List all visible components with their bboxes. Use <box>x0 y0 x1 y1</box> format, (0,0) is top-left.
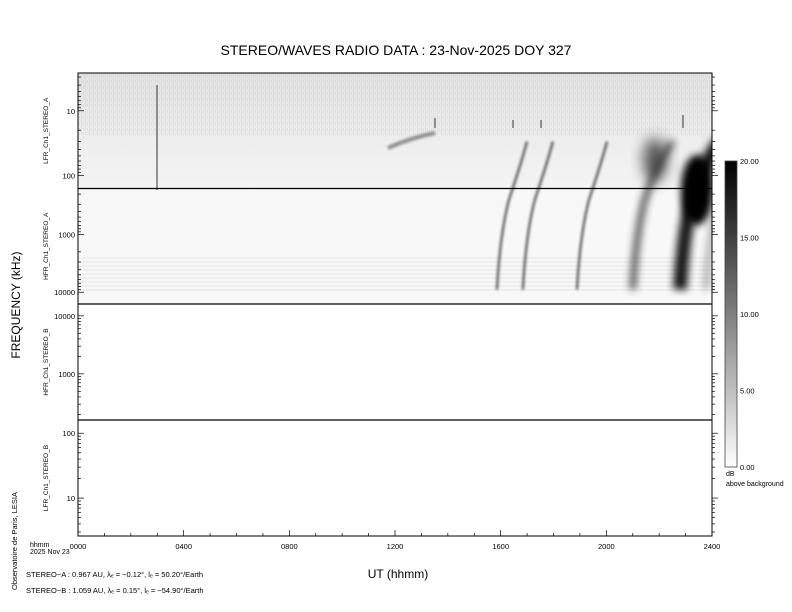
panel-label: LFR_Ch1_STEREO_A <box>43 97 50 164</box>
radio-burst <box>387 131 436 150</box>
spectrogram-panels: 10 100 LFR_Ch1_STEREO_A 1000 10000 HFR_Ch1_ST… <box>43 72 721 551</box>
y-tick-label: 100 <box>62 429 75 438</box>
radio-burst-core <box>681 155 712 225</box>
panel-lfr-a-noise <box>78 73 712 135</box>
colorbar-caption: above background <box>726 481 784 488</box>
colorbar-tick-label: 20.00 <box>740 157 759 166</box>
chart-title: STEREO/WAVES RADIO DATA : 23-Nov-2025 DO… <box>221 42 572 58</box>
colorbar-tick-label: 15.00 <box>740 234 759 243</box>
colorbar-gradient <box>724 160 738 468</box>
radio-bursts <box>156 85 712 290</box>
radio-burst <box>521 141 555 290</box>
stereo-b-position: STEREO−B : 1.059 AU, λₑ = 0.15°, lₑ = −5… <box>26 586 204 595</box>
panel-hfr-a-background <box>78 188 712 304</box>
colorbar-tick-label: 5.00 <box>740 387 755 396</box>
x-tick-label: 2400 <box>704 542 721 551</box>
x-axis-label: UT (hhmm) <box>368 567 428 581</box>
y-tick-label: 1000 <box>58 230 75 239</box>
x-unit-label: hhmm <box>30 542 50 549</box>
y-tick-label: 1000 <box>58 370 75 379</box>
colorbar-tick-label: 0.00 <box>740 463 755 472</box>
radio-burst <box>495 141 529 290</box>
stereo-a-position: STEREO−A : 0.967 AU, λₑ = −0.12°, lₑ = 5… <box>26 570 203 579</box>
y-tick-label: 10 <box>67 107 75 116</box>
x-tick-label: 0800 <box>281 542 298 551</box>
radio-burst-core <box>643 138 667 182</box>
x-tick-label: 0400 <box>175 542 192 551</box>
credit-label: Observatoire de Paris, LESIA <box>10 492 19 590</box>
colorbar: dB above background 20.00 15.00 10.00 5.00 0… <box>724 157 784 488</box>
panel-label: HFR_Ch1_STEREO_B <box>43 328 50 395</box>
y-tick-label: 100 <box>62 171 75 180</box>
panel-label: LFR_Ch1_STEREO_B <box>43 445 50 511</box>
y-tick-label: 10 <box>67 494 75 503</box>
radio-burst <box>704 221 712 290</box>
y-tick-label: 10000 <box>54 288 75 297</box>
x-tick-label: 1600 <box>492 542 509 551</box>
y-axis-label: FREQUENCY (kHz) <box>9 251 23 358</box>
date-label: 2025 Nov 23 <box>30 549 70 556</box>
panel-label: HFR_Ch1_STEREO_A <box>43 212 50 280</box>
x-tick-label: 0000 <box>70 542 87 551</box>
radio-burst <box>575 141 609 290</box>
colorbar-tick-label: 10.00 <box>740 310 759 319</box>
colorbar-unit: dB <box>726 471 735 478</box>
y-tick-label: 10000 <box>54 312 75 321</box>
x-tick-label: 2000 <box>598 542 615 551</box>
x-tick-label: 1200 <box>387 542 404 551</box>
